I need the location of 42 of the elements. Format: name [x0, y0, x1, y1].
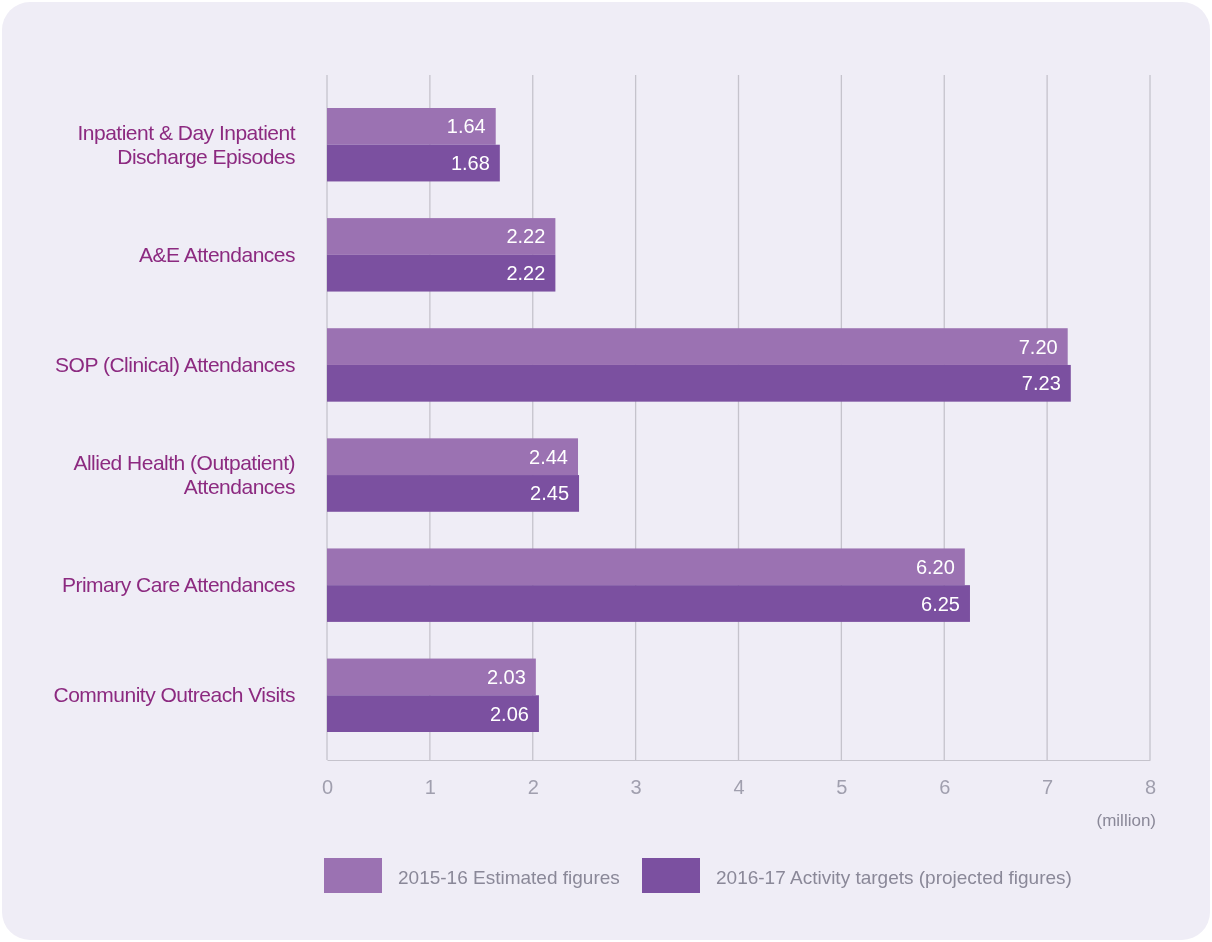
bar [327, 658, 536, 696]
x-tick-label: 2 [527, 776, 539, 799]
data-label: 7.23 [1021, 372, 1061, 395]
x-tick-label: 7 [1042, 776, 1054, 799]
x-tick-label: 6 [939, 776, 951, 799]
data-label: 2.45 [530, 482, 570, 505]
legend-label: 2015-16 Estimated figures [398, 867, 620, 888]
bar [327, 218, 556, 255]
y-tick-label: Allied Health (Outpatient) Attendances [73, 451, 295, 499]
legend-label: 2016-17 Activity targets (projected figures) [716, 867, 1072, 888]
bar [327, 548, 965, 586]
data-label: 1.68 [450, 152, 490, 175]
x-tick-label: 3 [630, 776, 642, 799]
data-label: 2.06 [489, 702, 529, 725]
data-label: 6.25 [921, 592, 960, 615]
x-tick-label: 1 [424, 776, 436, 799]
data-label: 2.22 [506, 225, 546, 248]
bar [327, 585, 970, 622]
y-tick-label: A&E Attendances [139, 242, 295, 266]
y-tick-label: Primary Care Attendances [61, 573, 295, 597]
data-label: 2.22 [506, 262, 546, 285]
bar [327, 475, 580, 512]
data-label: 2.44 [529, 445, 569, 468]
y-tick-label: Community Outreach Visits [53, 683, 295, 707]
bar [327, 108, 496, 145]
data-label: 6.20 [915, 555, 955, 578]
bar [327, 254, 556, 292]
x-axis-title: (million) [1096, 811, 1156, 830]
data-label: 7.20 [1018, 335, 1058, 358]
bar [327, 364, 1071, 402]
x-tick-label: 4 [733, 776, 745, 799]
data-label: 2.03 [486, 665, 526, 688]
bar [327, 438, 579, 476]
bar [327, 328, 1068, 365]
x-tick-label: 5 [836, 776, 848, 799]
y-tick-label: SOP (Clinical) Attendances [55, 352, 295, 376]
data-label: 1.64 [446, 115, 486, 138]
x-tick-label: 8 [1144, 776, 1157, 799]
bar [327, 144, 500, 182]
y-tick-label: Inpatient & Day Inpatient Discharge Episodes [77, 120, 296, 168]
bar [327, 695, 539, 732]
x-tick-label: 0 [321, 776, 334, 799]
